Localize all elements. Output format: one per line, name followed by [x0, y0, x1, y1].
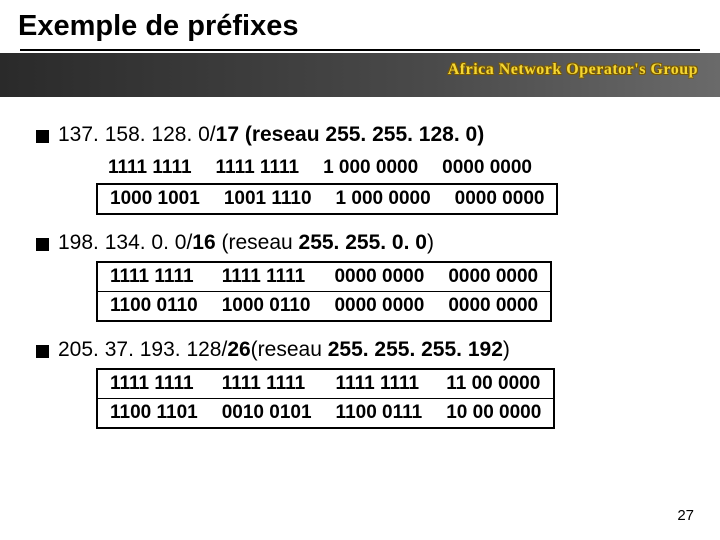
- mask-decimal: 255. 255. 255. 192: [328, 338, 503, 361]
- addr-octet: 0000 0000: [436, 292, 550, 320]
- prefix-ip: 198. 134. 0. 0/: [58, 231, 192, 254]
- addr-octet: 1 000 0000: [324, 185, 443, 213]
- reseau-label: (reseau: [251, 338, 328, 361]
- mask-decimal: 255. 255. 128. 0: [325, 123, 477, 146]
- addr-octet: 1100 1101: [98, 399, 210, 427]
- mask-octet: 1111 1111: [96, 153, 204, 183]
- reseau-label: (reseau: [216, 231, 299, 254]
- mask-octet: 1 000 0000: [311, 153, 430, 183]
- paren-close: ): [503, 338, 510, 361]
- mask-binary-row-1: 1111 1111 1111 1111 1 000 0000 0000 0000: [96, 153, 690, 183]
- prefix-ip: 205. 37. 193. 128/: [58, 338, 227, 361]
- paren-close: ): [427, 231, 434, 254]
- prefix-bits: 16: [192, 231, 215, 254]
- addr-octet: 1100 0111: [324, 399, 435, 427]
- slide-number: 27: [677, 507, 694, 524]
- mask-octet: 11 00 0000: [434, 370, 553, 399]
- bullet-text-1: 137. 158. 128. 0/17 (reseau 255. 255. 12…: [58, 123, 484, 147]
- addr-octet: 10 00 0000: [434, 399, 553, 427]
- addr-octet: 0000 0000: [443, 185, 557, 213]
- addr-octet: 1000 1001: [98, 185, 212, 213]
- reseau-label: (reseau: [239, 123, 325, 146]
- mask-octet: 1111 1111: [324, 370, 435, 399]
- mask-decimal: 255. 255. 0. 0: [299, 231, 427, 254]
- title-underline: [20, 49, 700, 51]
- paren-close: ): [477, 123, 484, 146]
- prefix-ip: 137. 158. 128. 0/: [58, 123, 216, 146]
- addr-octet: 1100 0110: [98, 292, 210, 320]
- addr-octet: 0000 0000: [322, 292, 436, 320]
- mask-octet: 0000 0000: [436, 263, 550, 292]
- binary-grid-3: 1111 1111 1111 1111 1111 1111 11 00 0000…: [96, 368, 555, 429]
- prefix-bits: 17: [216, 123, 239, 146]
- binary-grid-2: 1111 1111 1111 1111 0000 0000 0000 0000 …: [96, 261, 552, 322]
- afnog-logo: Africa Network Operator's Group: [448, 61, 698, 79]
- bullet-icon: [36, 345, 49, 358]
- bullet-line-1: 137. 158. 128. 0/17 (reseau 255. 255. 12…: [36, 123, 690, 147]
- addr-binary-row-1: 1000 1001 1001 1110 1 000 0000 0000 0000: [96, 183, 558, 215]
- mask-octet: 1111 1111: [98, 263, 210, 292]
- mask-octet: 0000 0000: [322, 263, 436, 292]
- mask-octet: 1111 1111: [204, 153, 312, 183]
- bullet-icon: [36, 130, 49, 143]
- addr-octet: 1001 1110: [212, 185, 324, 213]
- bullet-icon: [36, 238, 49, 251]
- bullet-line-3: 205. 37. 193. 128/26(reseau 255. 255. 25…: [36, 338, 690, 362]
- mask-octet: 0000 0000: [430, 153, 544, 183]
- bullet-line-2: 198. 134. 0. 0/16 (reseau 255. 255. 0. 0…: [36, 231, 690, 255]
- content-area: 137. 158. 128. 0/17 (reseau 255. 255. 12…: [0, 97, 720, 429]
- mask-octet: 1111 1111: [210, 370, 324, 399]
- addr-octet: 1000 0110: [210, 292, 323, 320]
- bullet-text-2: 198. 134. 0. 0/16 (reseau 255. 255. 0. 0…: [58, 231, 434, 255]
- addr-octet: 0010 0101: [210, 399, 324, 427]
- header-band: Africa Network Operator's Group: [0, 53, 720, 97]
- mask-octet: 1111 1111: [210, 263, 323, 292]
- slide-title: Exemple de préfixes: [0, 0, 720, 49]
- prefix-bits: 26: [227, 338, 250, 361]
- mask-octet: 1111 1111: [98, 370, 210, 399]
- bullet-text-3: 205. 37. 193. 128/26(reseau 255. 255. 25…: [58, 338, 510, 362]
